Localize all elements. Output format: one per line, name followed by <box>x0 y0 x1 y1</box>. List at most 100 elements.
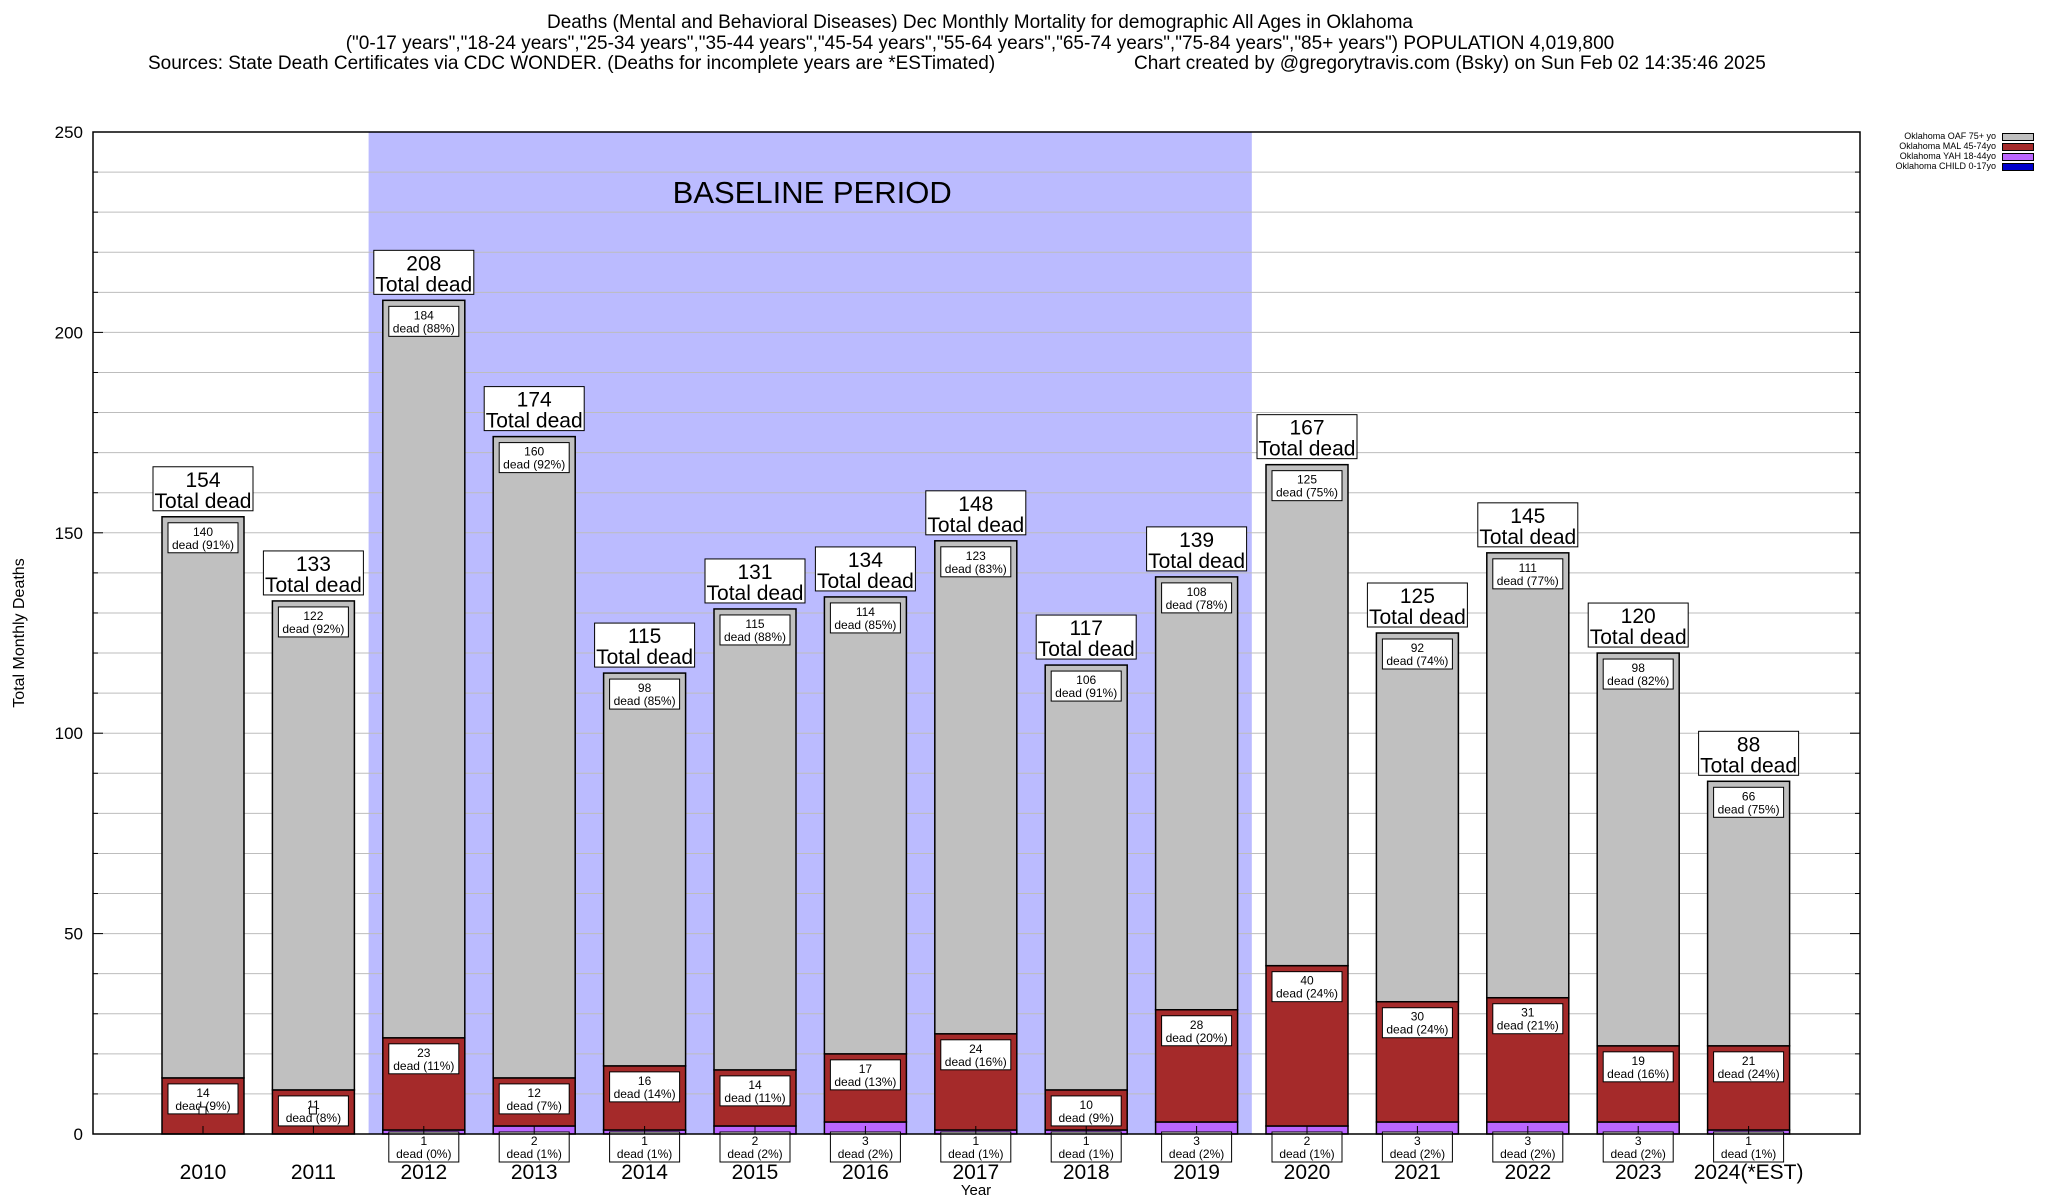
total-label-text: Total dead <box>375 273 472 296</box>
mal-data-label-pct: dead (11%) <box>724 1091 785 1105</box>
yah-marker <box>198 1106 207 1115</box>
total-label-value: 88 <box>1737 733 1760 756</box>
oaf-data-label-pct: dead (88%) <box>724 630 786 644</box>
oaf-data-label-count: 108 <box>1187 585 1207 599</box>
x-tick-label: 2013 <box>511 1161 558 1184</box>
yah-data-label-count: 1 <box>972 1134 979 1148</box>
bar-segment <box>1706 780 1791 1047</box>
oaf-data-label-box <box>829 602 901 634</box>
mal-data-label-pct: dead (24%) <box>1718 1067 1780 1081</box>
yah-data-label-pct: dead (2%) <box>727 1147 782 1161</box>
yah-data-label-pct: dead (2%) <box>1611 1147 1666 1161</box>
total-label-text: Total dead <box>1369 606 1466 629</box>
total-label-text: Total dead <box>1259 438 1356 461</box>
plot-frame <box>92 131 1861 1135</box>
total-label-box <box>262 550 364 596</box>
total-label-value: 131 <box>737 561 772 584</box>
bar-segment <box>934 540 1018 1035</box>
legend-label: Oklahoma OAF 75+ yo <box>1904 131 1996 141</box>
legend-item-yah: Oklahoma YAH 18-44yo <box>1860 151 2034 161</box>
total-label-value: 145 <box>1510 505 1545 528</box>
oaf-data-label-box <box>1602 658 1674 690</box>
total-label-box <box>483 386 585 432</box>
mal-data-label-box <box>829 1059 901 1091</box>
legend-label: Oklahoma CHILD 0-17yo <box>1895 161 1996 171</box>
bar-segment <box>271 600 356 1091</box>
bar-segment <box>1154 576 1239 1011</box>
chart-credit: Chart created by @gregorytravis.com (Bsk… <box>1134 53 1766 74</box>
oaf-data-label-pct: dead (91%) <box>1055 686 1117 700</box>
oaf-data-label-box <box>940 546 1012 578</box>
bar-segment <box>1265 463 1349 967</box>
yah-data-label-pct: dead (1%) <box>617 1147 672 1161</box>
total-label-value: 208 <box>406 252 441 275</box>
mal-data-label-count: 17 <box>859 1062 873 1076</box>
yah-data-label-count: 1 <box>1083 1134 1090 1148</box>
total-label-text: Total dead <box>1590 626 1687 649</box>
total-label-box <box>925 490 1027 536</box>
mal-data-label-count: 30 <box>1411 1010 1425 1024</box>
legend-swatch <box>2002 143 2034 151</box>
mal-data-label-pct: dead (24%) <box>1386 1023 1448 1037</box>
total-label-box <box>704 558 806 604</box>
total-label-value: 167 <box>1289 417 1324 440</box>
oaf-data-label-pct: dead (75%) <box>1718 802 1780 816</box>
x-tick-label: 2010 <box>180 1161 227 1184</box>
oaf-data-label-count: 122 <box>303 609 323 623</box>
total-label-box <box>1477 502 1579 548</box>
y-axis-label: Total Monthly Deaths <box>11 558 28 707</box>
mal-data-label-box <box>719 1075 791 1107</box>
mal-data-label-count: 31 <box>1521 1006 1535 1020</box>
oaf-data-label-count: 115 <box>745 617 764 631</box>
oaf-data-label-box <box>719 614 791 646</box>
yah-data-label-count: 3 <box>1635 1134 1642 1148</box>
x-tick-label: 2022 <box>1504 1161 1551 1184</box>
yah-data-label-count: 3 <box>1524 1134 1531 1148</box>
total-label-box <box>1035 614 1137 660</box>
legend-item-mal: Oklahoma MAL 45-74yo <box>1860 141 2034 151</box>
bar-segment <box>602 672 687 1067</box>
yah-data-label-box <box>388 1131 460 1163</box>
total-label-text: Total dead <box>707 582 804 605</box>
mal-data-label-pct: dead (14%) <box>614 1087 676 1101</box>
total-label-box <box>1587 602 1689 648</box>
oaf-data-label-box <box>1492 558 1564 590</box>
x-tick-label: 2016 <box>842 1161 889 1184</box>
total-label-value: 134 <box>848 549 883 572</box>
yah-data-label-box <box>609 1131 681 1163</box>
bar-segment <box>1375 632 1460 1003</box>
yah-data-label-count: 1 <box>641 1134 648 1148</box>
baseline-label: BASELINE PERIOD <box>673 175 952 210</box>
yah-marker <box>308 1106 317 1115</box>
oaf-data-label-box <box>498 442 570 474</box>
total-label-value: 125 <box>1400 585 1435 608</box>
title-line-1: Deaths (Mental and Behavioral Diseases) … <box>547 12 1413 33</box>
total-label-text: Total dead <box>1700 754 1797 777</box>
legend-item-oaf: Oklahoma OAF 75+ yo <box>1860 131 2034 141</box>
legend-label: Oklahoma YAH 18-44yo <box>1899 151 1996 161</box>
yah-data-label-box <box>1381 1131 1453 1163</box>
total-label-box <box>373 249 475 295</box>
y-tick-label: 150 <box>55 524 83 543</box>
x-tick-label: 2018 <box>1063 1161 1110 1184</box>
x-axis-label: Year <box>961 1182 991 1199</box>
yah-data-label-count: 2 <box>531 1134 538 1148</box>
total-label-box <box>1146 526 1248 572</box>
legend-swatch <box>2002 163 2034 171</box>
oaf-data-label-pct: dead (85%) <box>614 694 676 708</box>
yah-data-label-pct: dead (2%) <box>1390 1147 1445 1161</box>
oaf-data-label-pct: dead (83%) <box>945 562 1007 576</box>
bar-segment <box>161 516 245 1079</box>
oaf-data-label-count: 98 <box>638 681 652 695</box>
oaf-data-label-pct: dead (82%) <box>1607 674 1669 688</box>
mal-data-label-pct: dead (11%) <box>393 1059 454 1073</box>
oaf-data-label-count: 114 <box>856 605 875 619</box>
total-label-value: 148 <box>958 493 993 516</box>
yah-data-label-pct: dead (2%) <box>1500 1147 1555 1161</box>
total-label-box <box>1366 582 1468 628</box>
mal-data-label-box <box>388 1043 460 1075</box>
oaf-data-label-pct: dead (77%) <box>1497 574 1559 588</box>
oaf-data-label-count: 106 <box>1076 673 1096 687</box>
total-label-box <box>1698 730 1800 776</box>
